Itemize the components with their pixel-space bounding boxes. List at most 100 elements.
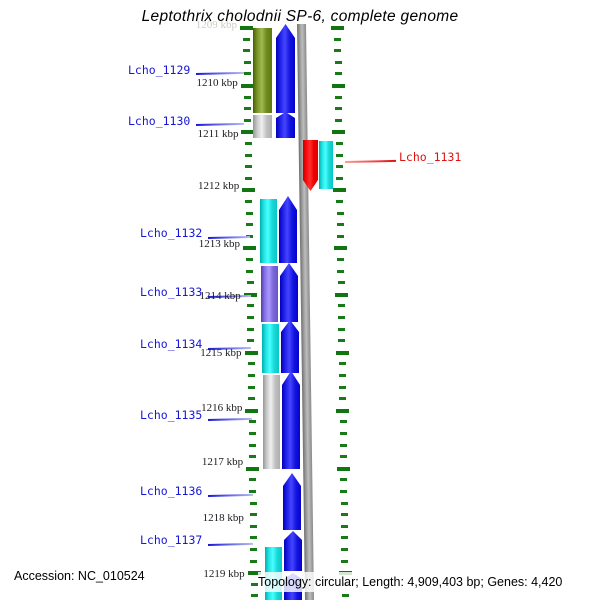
gene-label-lcho_1129[interactable]: Lcho_1129 <box>128 63 191 77</box>
ruler-tick-minor <box>250 583 258 586</box>
ruler-tick-minor <box>338 374 346 377</box>
ruler-tick-minor <box>250 594 258 597</box>
gene-feature-bar[interactable] <box>303 140 318 191</box>
ruler-tick-minor <box>335 142 343 145</box>
gene-feature-bar[interactable] <box>253 115 272 138</box>
ruler-tick-minor <box>244 142 252 145</box>
ruler-label: 1217 kbp <box>201 456 244 468</box>
ruler-tick-major <box>337 467 351 471</box>
ruler-tick-minor <box>244 165 252 168</box>
ruler-tick-minor <box>334 49 342 52</box>
ruler-tick-minor <box>334 38 342 41</box>
gene-feature-bar[interactable] <box>319 141 333 189</box>
gene-label-leader-line <box>195 122 245 126</box>
gene-feature-bar[interactable] <box>279 196 297 263</box>
gene-feature-bar[interactable] <box>282 371 300 469</box>
ruler-tick-minor <box>246 258 254 261</box>
gene-feature-bar[interactable] <box>261 266 278 322</box>
ruler-tick-column-left <box>240 0 280 600</box>
gene-feature-bar[interactable] <box>281 320 299 373</box>
gene-feature-fill <box>319 141 333 189</box>
ruler-tick-minor <box>341 548 349 551</box>
gene-label-lcho_1130[interactable]: Lcho_1130 <box>128 114 191 128</box>
ruler-tick-column-right <box>331 0 371 600</box>
gene-feature-fill <box>280 263 298 322</box>
ruler-tick-minor <box>250 536 258 539</box>
gene-feature-fill <box>279 196 297 263</box>
gene-label-lcho_1135[interactable]: Lcho_1135 <box>140 408 203 422</box>
ruler-tick-major <box>246 467 260 471</box>
ruler-tick-minor <box>338 339 346 342</box>
ruler-tick-major <box>331 26 344 30</box>
ruler-tick-minor <box>248 444 256 447</box>
ruler-tick-major <box>333 188 347 192</box>
ruler-tick-minor <box>339 444 347 447</box>
ruler-tick-minor <box>245 177 253 180</box>
gene-feature-bar[interactable] <box>280 263 298 322</box>
gene-label-lcho_1137[interactable]: Lcho_1137 <box>140 533 203 547</box>
ruler-tick-minor <box>243 38 251 41</box>
ruler-tick-major <box>243 246 257 250</box>
gene-feature-bar[interactable] <box>276 24 295 113</box>
gene-feature-bar[interactable] <box>283 473 301 530</box>
ruler-tick-minor <box>245 212 253 215</box>
ruler-tick-major <box>244 351 258 355</box>
gene-feature-bar[interactable] <box>276 112 295 138</box>
ruler-tick-minor <box>249 455 256 458</box>
gene-label-lcho_1131[interactable]: Lcho_1131 <box>399 150 462 164</box>
ruler-tick-minor <box>244 154 252 157</box>
gene-feature-bar[interactable] <box>284 531 302 571</box>
ruler-tick-minor <box>249 478 257 481</box>
ruler-tick-minor <box>248 386 255 389</box>
ruler-tick-minor <box>340 525 348 528</box>
ruler-tick-minor <box>335 154 343 157</box>
ruler-tick-minor <box>338 316 345 319</box>
ruler-tick-minor <box>339 432 347 435</box>
page-title: Leptothrix cholodnii SP-6, complete geno… <box>141 8 459 25</box>
gene-label-lcho_1132[interactable]: Lcho_1132 <box>140 226 203 240</box>
ruler-label: 1219 kbp <box>203 568 245 580</box>
ruler-tick-minor <box>341 560 349 563</box>
ruler-tick-minor <box>250 548 258 551</box>
ruler-tick-minor <box>338 328 346 331</box>
ruler-tick-minor <box>248 397 256 400</box>
ruler-tick-minor <box>337 258 345 261</box>
gene-label-lcho_1136[interactable]: Lcho_1136 <box>140 484 203 498</box>
ruler-tick-minor <box>247 374 255 377</box>
gene-feature-bar[interactable] <box>253 28 272 113</box>
ruler-tick-major <box>240 26 253 30</box>
gene-feature-bar[interactable] <box>260 199 277 263</box>
gene-feature-bar[interactable] <box>262 324 279 373</box>
gene-label-lcho_1133[interactable]: Lcho_1133 <box>140 285 203 299</box>
gene-feature-bar[interactable] <box>263 375 280 469</box>
gene-feature-fill <box>253 28 272 113</box>
accession-label: Accession: NC_010524 <box>14 569 145 583</box>
ruler-tick-minor <box>250 560 258 563</box>
gene-feature-fill <box>281 320 299 373</box>
ruler-tick-minor <box>247 316 254 319</box>
ruler-tick-major <box>247 571 261 575</box>
gene-label-lcho_1134[interactable]: Lcho_1134 <box>140 337 203 351</box>
ruler-tick-minor <box>340 513 348 516</box>
ruler-tick-major <box>334 246 348 250</box>
gene-feature-fill <box>253 115 272 138</box>
ruler-label: 1209 kbp <box>195 19 237 31</box>
ruler-tick-major <box>242 188 256 192</box>
ruler-tick-minor <box>245 200 253 203</box>
ruler-tick-minor <box>341 536 349 539</box>
ruler-tick-minor <box>248 432 256 435</box>
gene-feature-fill <box>283 473 301 530</box>
ruler-tick-minor <box>336 177 344 180</box>
ruler-tick-minor <box>336 223 344 226</box>
ruler-tick-minor <box>246 304 254 307</box>
ruler-tick-minor <box>249 490 257 493</box>
ruler-label: 1214 kbp <box>199 290 241 302</box>
status-bar: Topology: circular; Length: 4,909,403 bp… <box>258 572 600 592</box>
ruler-tick-minor <box>244 119 252 122</box>
ruler-tick-minor <box>339 420 347 423</box>
ruler-tick-minor <box>243 72 251 75</box>
ruler-tick-minor <box>243 49 251 52</box>
ruler-tick-minor <box>334 61 342 64</box>
gene-feature-fill <box>276 24 295 113</box>
